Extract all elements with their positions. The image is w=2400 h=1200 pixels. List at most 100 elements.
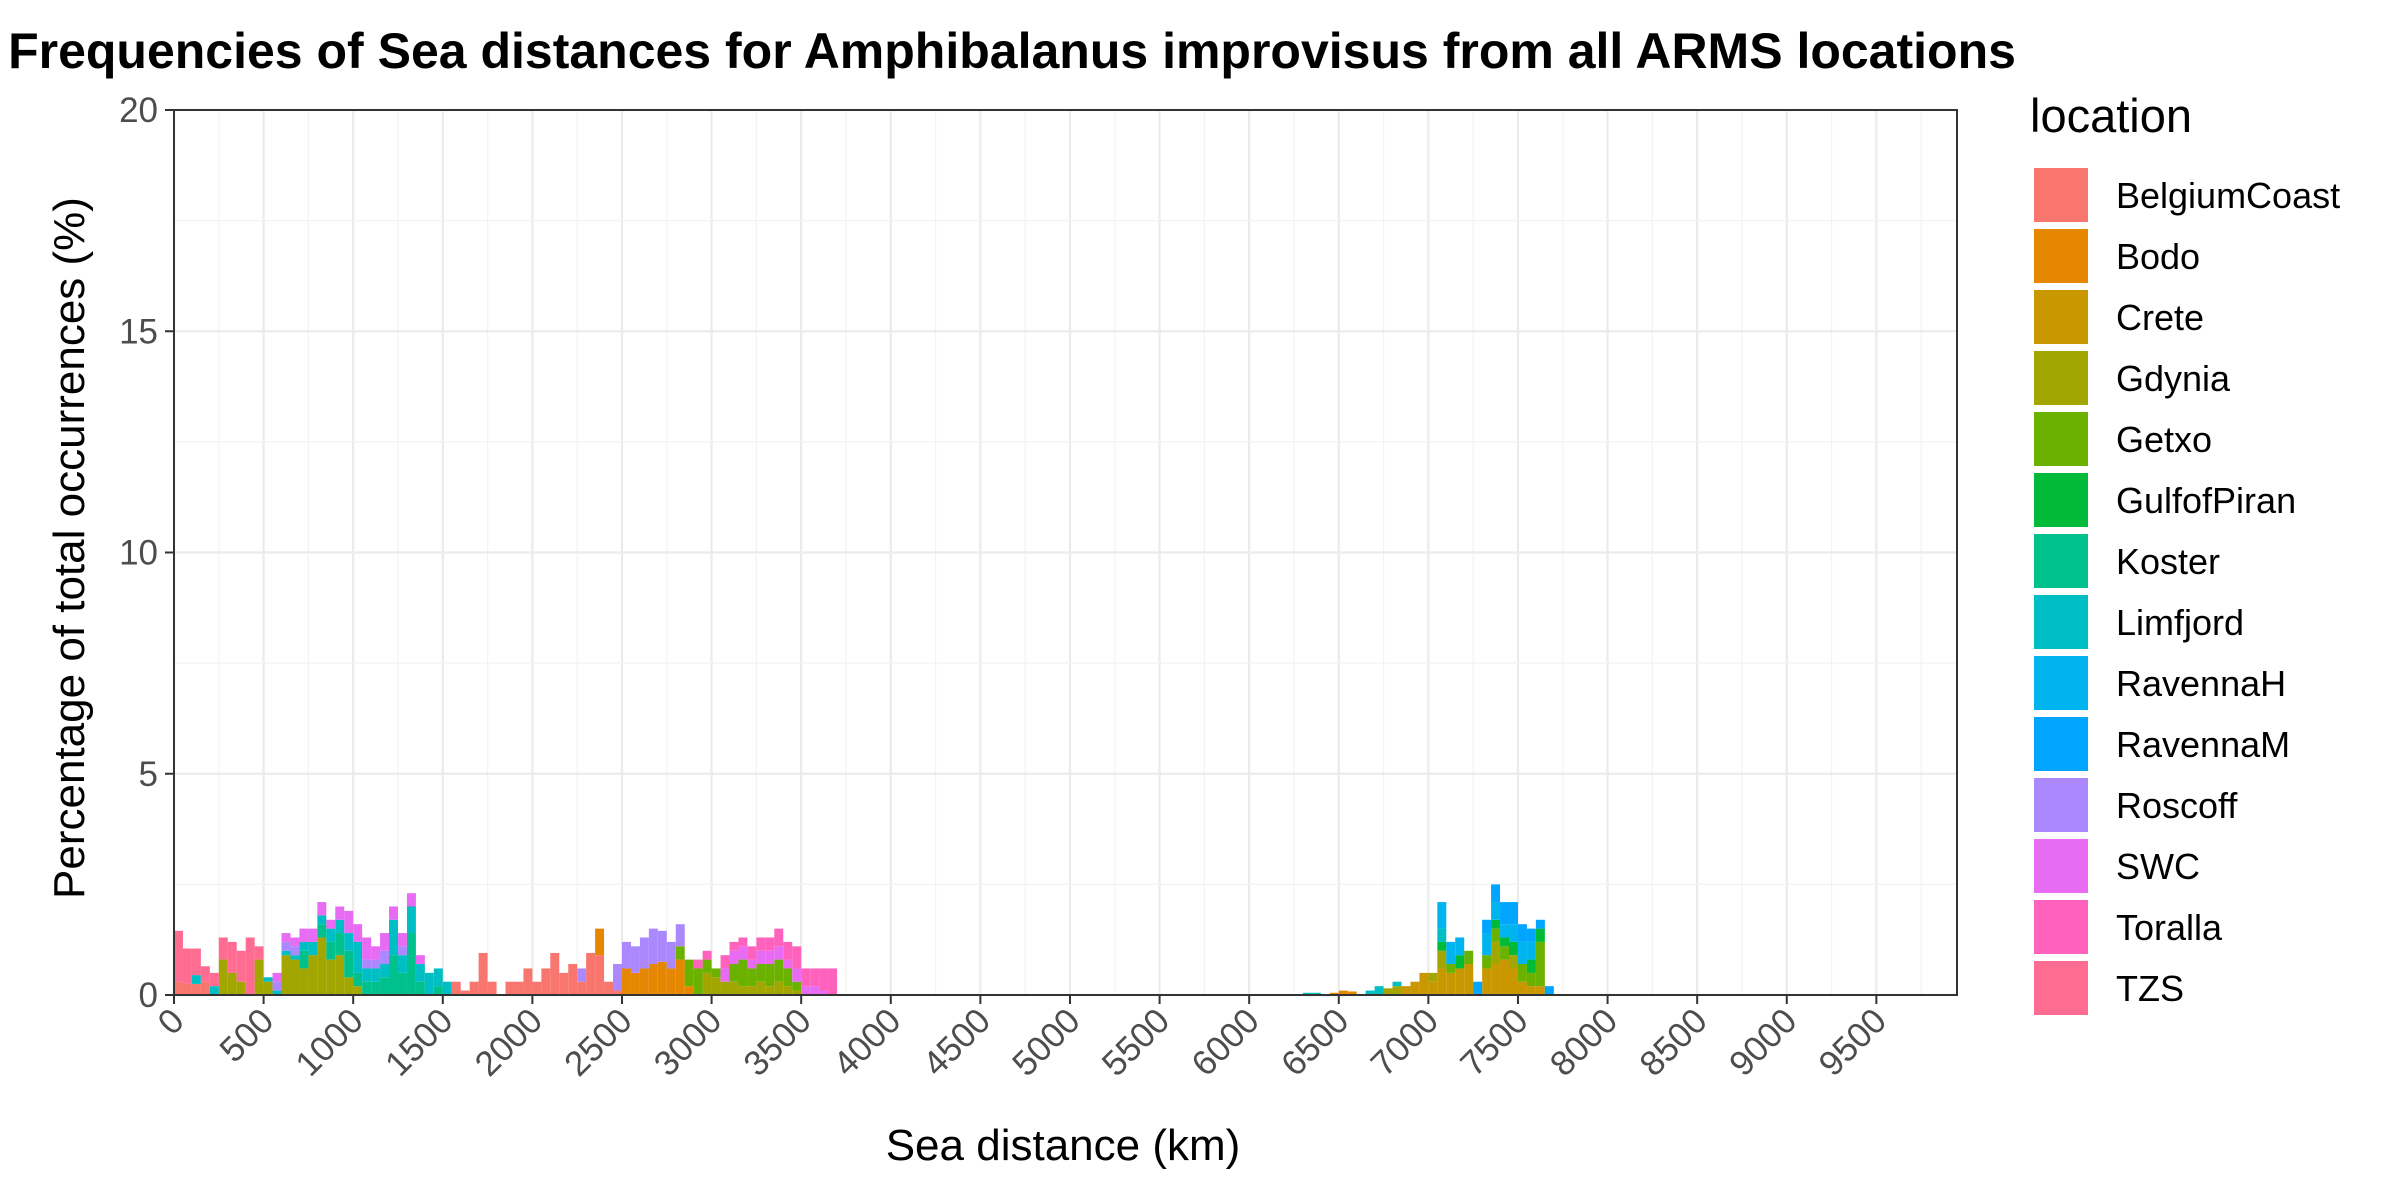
- bar-segment: [335, 933, 345, 956]
- bar-segment: [747, 986, 757, 995]
- x-axis-title: Sea distance (km): [886, 1121, 1241, 1170]
- legend-label: Roscoff: [2116, 785, 2238, 826]
- bar-segment: [290, 955, 300, 960]
- bar-segment: [810, 986, 820, 995]
- bar-segment: [263, 981, 273, 995]
- x-tick-label: 1500: [378, 1001, 461, 1084]
- bar-segment: [415, 981, 425, 995]
- y-axis-title: Percentage of total occurrences (%): [45, 197, 94, 899]
- bar-segment: [344, 977, 354, 995]
- bar-segment: [299, 928, 309, 942]
- bar-segment: [371, 968, 381, 982]
- bar-segment: [801, 986, 811, 995]
- bar-segment: [1535, 986, 1545, 995]
- bar-segment: [657, 930, 667, 962]
- bar-segment: [621, 968, 631, 995]
- bar-segment: [460, 990, 470, 995]
- bar-segment: [604, 981, 614, 995]
- bar-segment: [389, 919, 398, 956]
- bar-segment: [1526, 928, 1536, 942]
- bar-segment: [281, 941, 291, 951]
- bar-segment: [191, 948, 201, 976]
- bar-segment: [630, 972, 640, 995]
- bar-segment: [765, 937, 775, 951]
- legend-label: SWC: [2116, 846, 2200, 887]
- legend-key: [2034, 656, 2088, 710]
- bar-segment: [389, 906, 398, 920]
- legend-label: Toralla: [2116, 907, 2223, 948]
- bar-segment: [272, 972, 282, 982]
- bar-segment: [245, 937, 255, 995]
- x-tick-label: 9000: [1722, 1001, 1805, 1084]
- bar-segment: [1446, 972, 1456, 995]
- x-tick-label: 6500: [1274, 1001, 1357, 1084]
- bar-segment: [613, 964, 622, 991]
- bar-segment: [792, 981, 802, 991]
- bar-segment: [227, 972, 237, 995]
- bar-segment: [666, 968, 676, 995]
- bar-segment: [1500, 937, 1510, 947]
- bar-segment: [1392, 981, 1402, 987]
- bar-segment: [675, 946, 685, 960]
- bar-segment: [514, 981, 524, 995]
- bar-segment: [693, 959, 703, 969]
- bar-segment: [1437, 928, 1447, 942]
- bar-segment: [209, 972, 219, 987]
- bar-segment: [263, 977, 273, 982]
- bar-segment: [505, 981, 515, 995]
- y-axis: 0 5 10 15 20: [119, 91, 174, 1015]
- bar-segment: [424, 972, 434, 995]
- x-tick-label: 6000: [1184, 1001, 1267, 1084]
- bar-segment: [1500, 946, 1510, 960]
- bar-segment: [613, 990, 622, 995]
- bar-segment: [738, 946, 748, 960]
- legend-label: Crete: [2116, 297, 2204, 338]
- x-tick-label: 3500: [736, 1001, 819, 1084]
- bar-segment: [765, 986, 775, 995]
- chart-title: Frequencies of Sea distances for Amphiba…: [8, 23, 2016, 79]
- bar-segment: [317, 937, 327, 995]
- x-tick-label: 2500: [557, 1001, 640, 1084]
- bar-segment: [290, 937, 300, 947]
- bar-segment: [272, 990, 282, 995]
- bar-segment: [711, 968, 721, 978]
- bar-segment: [353, 941, 363, 973]
- y-tick-label: 20: [119, 91, 158, 130]
- legend-key: [2034, 778, 2088, 832]
- bar-segment: [1509, 955, 1518, 969]
- bar-segment: [792, 946, 802, 969]
- legend-label: Koster: [2116, 541, 2220, 582]
- bar-segment: [1491, 928, 1501, 942]
- bar-segment: [344, 910, 354, 934]
- bar-segment: [406, 906, 416, 934]
- bar-segment: [299, 941, 309, 951]
- bar-segment: [254, 946, 264, 960]
- bar-segment: [693, 968, 703, 995]
- bar-segment: [720, 981, 730, 995]
- bar-segment: [1517, 981, 1527, 995]
- bar-segment: [1437, 941, 1447, 951]
- bar-segment: [344, 950, 354, 978]
- bar-segment: [272, 981, 282, 991]
- bar-segment: [756, 981, 766, 995]
- bar-segment: [397, 955, 407, 973]
- bar-segment: [819, 990, 829, 995]
- y-tick-label: 0: [139, 976, 158, 1015]
- bar-segment: [1428, 981, 1438, 995]
- bar-segment: [756, 964, 766, 982]
- bar-segment: [1428, 972, 1438, 982]
- x-tick-label: 4500: [915, 1001, 998, 1084]
- bar-segment: [621, 941, 631, 969]
- bar-segment: [191, 983, 201, 995]
- bar-segment: [774, 946, 784, 960]
- bar-segment: [335, 919, 345, 934]
- bar-segment: [828, 968, 838, 995]
- bar-segment: [1365, 990, 1375, 995]
- bar-segment: [200, 981, 210, 995]
- bar-segment: [182, 948, 192, 984]
- bar-segment: [1491, 919, 1501, 929]
- bar-segment: [792, 990, 802, 995]
- bar-segment: [738, 986, 748, 995]
- x-tick-label: 7500: [1453, 1001, 1536, 1084]
- bar-segment: [541, 968, 551, 995]
